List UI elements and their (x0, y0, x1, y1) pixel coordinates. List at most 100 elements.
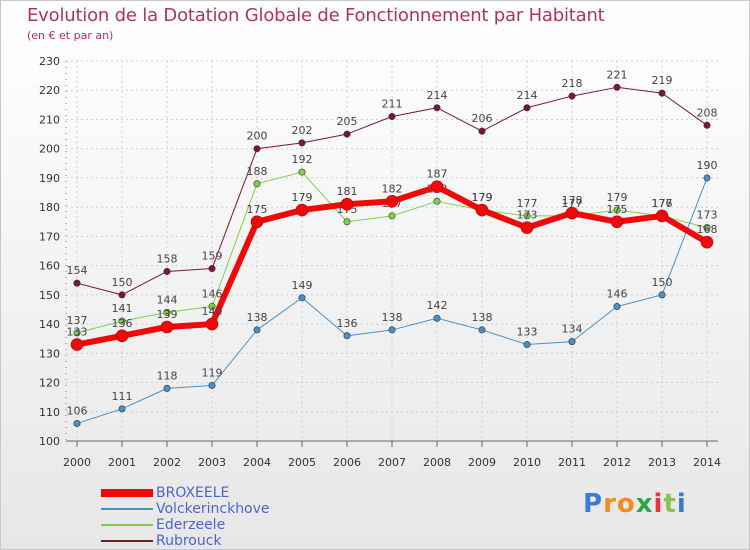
x-tick-label: 2007 (378, 456, 406, 469)
data-point-broxeele (340, 197, 354, 211)
x-tick-label: 2008 (423, 456, 451, 469)
data-point-volckerinckhove (253, 326, 261, 334)
data-point-volckerinckhove (73, 419, 81, 427)
data-label-broxeele: 173 (517, 209, 538, 222)
y-tick-label: 150 (39, 289, 60, 302)
data-label-volckerinckhove: 111 (112, 390, 133, 403)
data-label-volckerinckhove: 146 (607, 288, 628, 301)
data-point-volckerinckhove (478, 326, 486, 334)
x-tick-label: 2004 (243, 456, 271, 469)
y-tick-label: 180 (39, 201, 60, 214)
legend-swatch (101, 524, 153, 526)
data-label-volckerinckhove: 134 (562, 323, 583, 336)
data-label-rubrouck: 158 (157, 252, 178, 265)
data-point-rubrouck (703, 121, 711, 129)
data-point-rubrouck (343, 130, 351, 138)
data-point-rubrouck (118, 291, 126, 299)
data-label-ederzeele: 137 (67, 314, 88, 327)
data-point-ederzeele (343, 218, 351, 226)
data-point-broxeele (205, 317, 219, 331)
data-point-rubrouck (208, 265, 216, 273)
data-label-volckerinckhove: 106 (67, 404, 88, 417)
data-point-ederzeele (523, 212, 531, 220)
x-tick-label: 2006 (333, 456, 361, 469)
data-point-rubrouck (658, 89, 666, 97)
y-tick-label: 160 (39, 260, 60, 273)
y-tick-label: 120 (39, 377, 60, 390)
logo-letter: o (616, 489, 636, 519)
data-point-broxeele (430, 180, 444, 193)
legend-swatch (101, 489, 153, 497)
logo-letter: x (635, 489, 654, 519)
data-point-broxeele (520, 221, 534, 234)
data-point-volckerinckhove (208, 381, 216, 389)
data-point-broxeele (655, 209, 669, 223)
data-label-broxeele: 179 (292, 191, 313, 204)
data-label-rubrouck: 202 (292, 124, 313, 137)
data-point-rubrouck (523, 104, 531, 112)
data-point-rubrouck (298, 139, 306, 147)
data-label-rubrouck: 211 (382, 98, 403, 111)
legend-label: Volckerinckhove (156, 501, 270, 517)
data-label-broxeele: 136 (112, 317, 133, 330)
data-point-rubrouck (613, 83, 621, 91)
data-point-broxeele (610, 215, 624, 229)
y-tick-label: 230 (39, 55, 60, 68)
x-tick-label: 2000 (63, 456, 91, 469)
data-point-broxeele (250, 215, 264, 229)
data-label-rubrouck: 200 (247, 130, 268, 143)
legend-label: Rubrouck (156, 533, 222, 549)
data-point-rubrouck (568, 92, 576, 100)
logo-letter: i (676, 489, 687, 519)
data-label-broxeele: 140 (202, 305, 223, 318)
legend-swatch (101, 508, 153, 510)
data-point-rubrouck (433, 104, 441, 112)
y-tick-label: 100 (39, 435, 60, 448)
y-tick-label: 140 (39, 318, 60, 331)
data-label-rubrouck: 221 (607, 68, 628, 81)
data-label-rubrouck: 214 (427, 89, 448, 102)
x-tick-label: 2012 (603, 456, 631, 469)
data-point-ederzeele (433, 197, 441, 205)
data-point-volckerinckhove (703, 174, 711, 182)
x-tick-label: 2014 (693, 456, 721, 469)
data-point-ederzeele (253, 180, 261, 188)
data-label-broxeele: 139 (157, 308, 178, 321)
data-point-ederzeele (208, 303, 216, 311)
data-label-broxeele: 182 (382, 182, 403, 195)
data-label-rubrouck: 154 (67, 264, 88, 277)
x-tick-label: 2009 (468, 456, 496, 469)
y-tick-label: 210 (39, 113, 60, 126)
legend-swatch (101, 540, 153, 542)
data-point-volckerinckhove (523, 341, 531, 349)
data-point-broxeele (70, 338, 84, 351)
data-label-volckerinckhove: 136 (337, 317, 358, 330)
data-label-volckerinckhove: 190 (697, 159, 718, 172)
logo-letter: P (583, 489, 604, 519)
x-tick-label: 2001 (108, 456, 136, 469)
data-label-rubrouck: 205 (337, 115, 358, 128)
data-label-ederzeele: 177 (652, 197, 673, 210)
chart-title: Evolution de la Dotation Globale de Fonc… (27, 5, 605, 26)
chart-subtitle: (en € et par an) (27, 29, 114, 42)
data-point-rubrouck (478, 127, 486, 135)
data-label-volckerinckhove: 118 (157, 369, 178, 382)
data-label-ederzeele: 141 (112, 302, 133, 315)
data-label-ederzeele: 179 (472, 191, 493, 204)
data-label-ederzeele: 144 (157, 293, 178, 306)
legend-label: Ederzeele (156, 517, 226, 533)
y-tick-label: 200 (39, 143, 60, 156)
data-label-broxeele: 178 (562, 194, 583, 207)
y-tick-label: 220 (39, 84, 60, 97)
data-label-broxeele: 187 (427, 168, 448, 181)
data-point-rubrouck (253, 145, 261, 153)
data-label-rubrouck: 219 (652, 74, 673, 87)
data-point-volckerinckhove (388, 326, 396, 334)
data-label-rubrouck: 150 (112, 276, 133, 289)
data-label-broxeele: 175 (247, 203, 268, 216)
x-tick-label: 2005 (288, 456, 316, 469)
data-point-volckerinckhove (613, 303, 621, 311)
data-point-broxeele (475, 203, 489, 217)
data-point-volckerinckhove (118, 405, 126, 413)
